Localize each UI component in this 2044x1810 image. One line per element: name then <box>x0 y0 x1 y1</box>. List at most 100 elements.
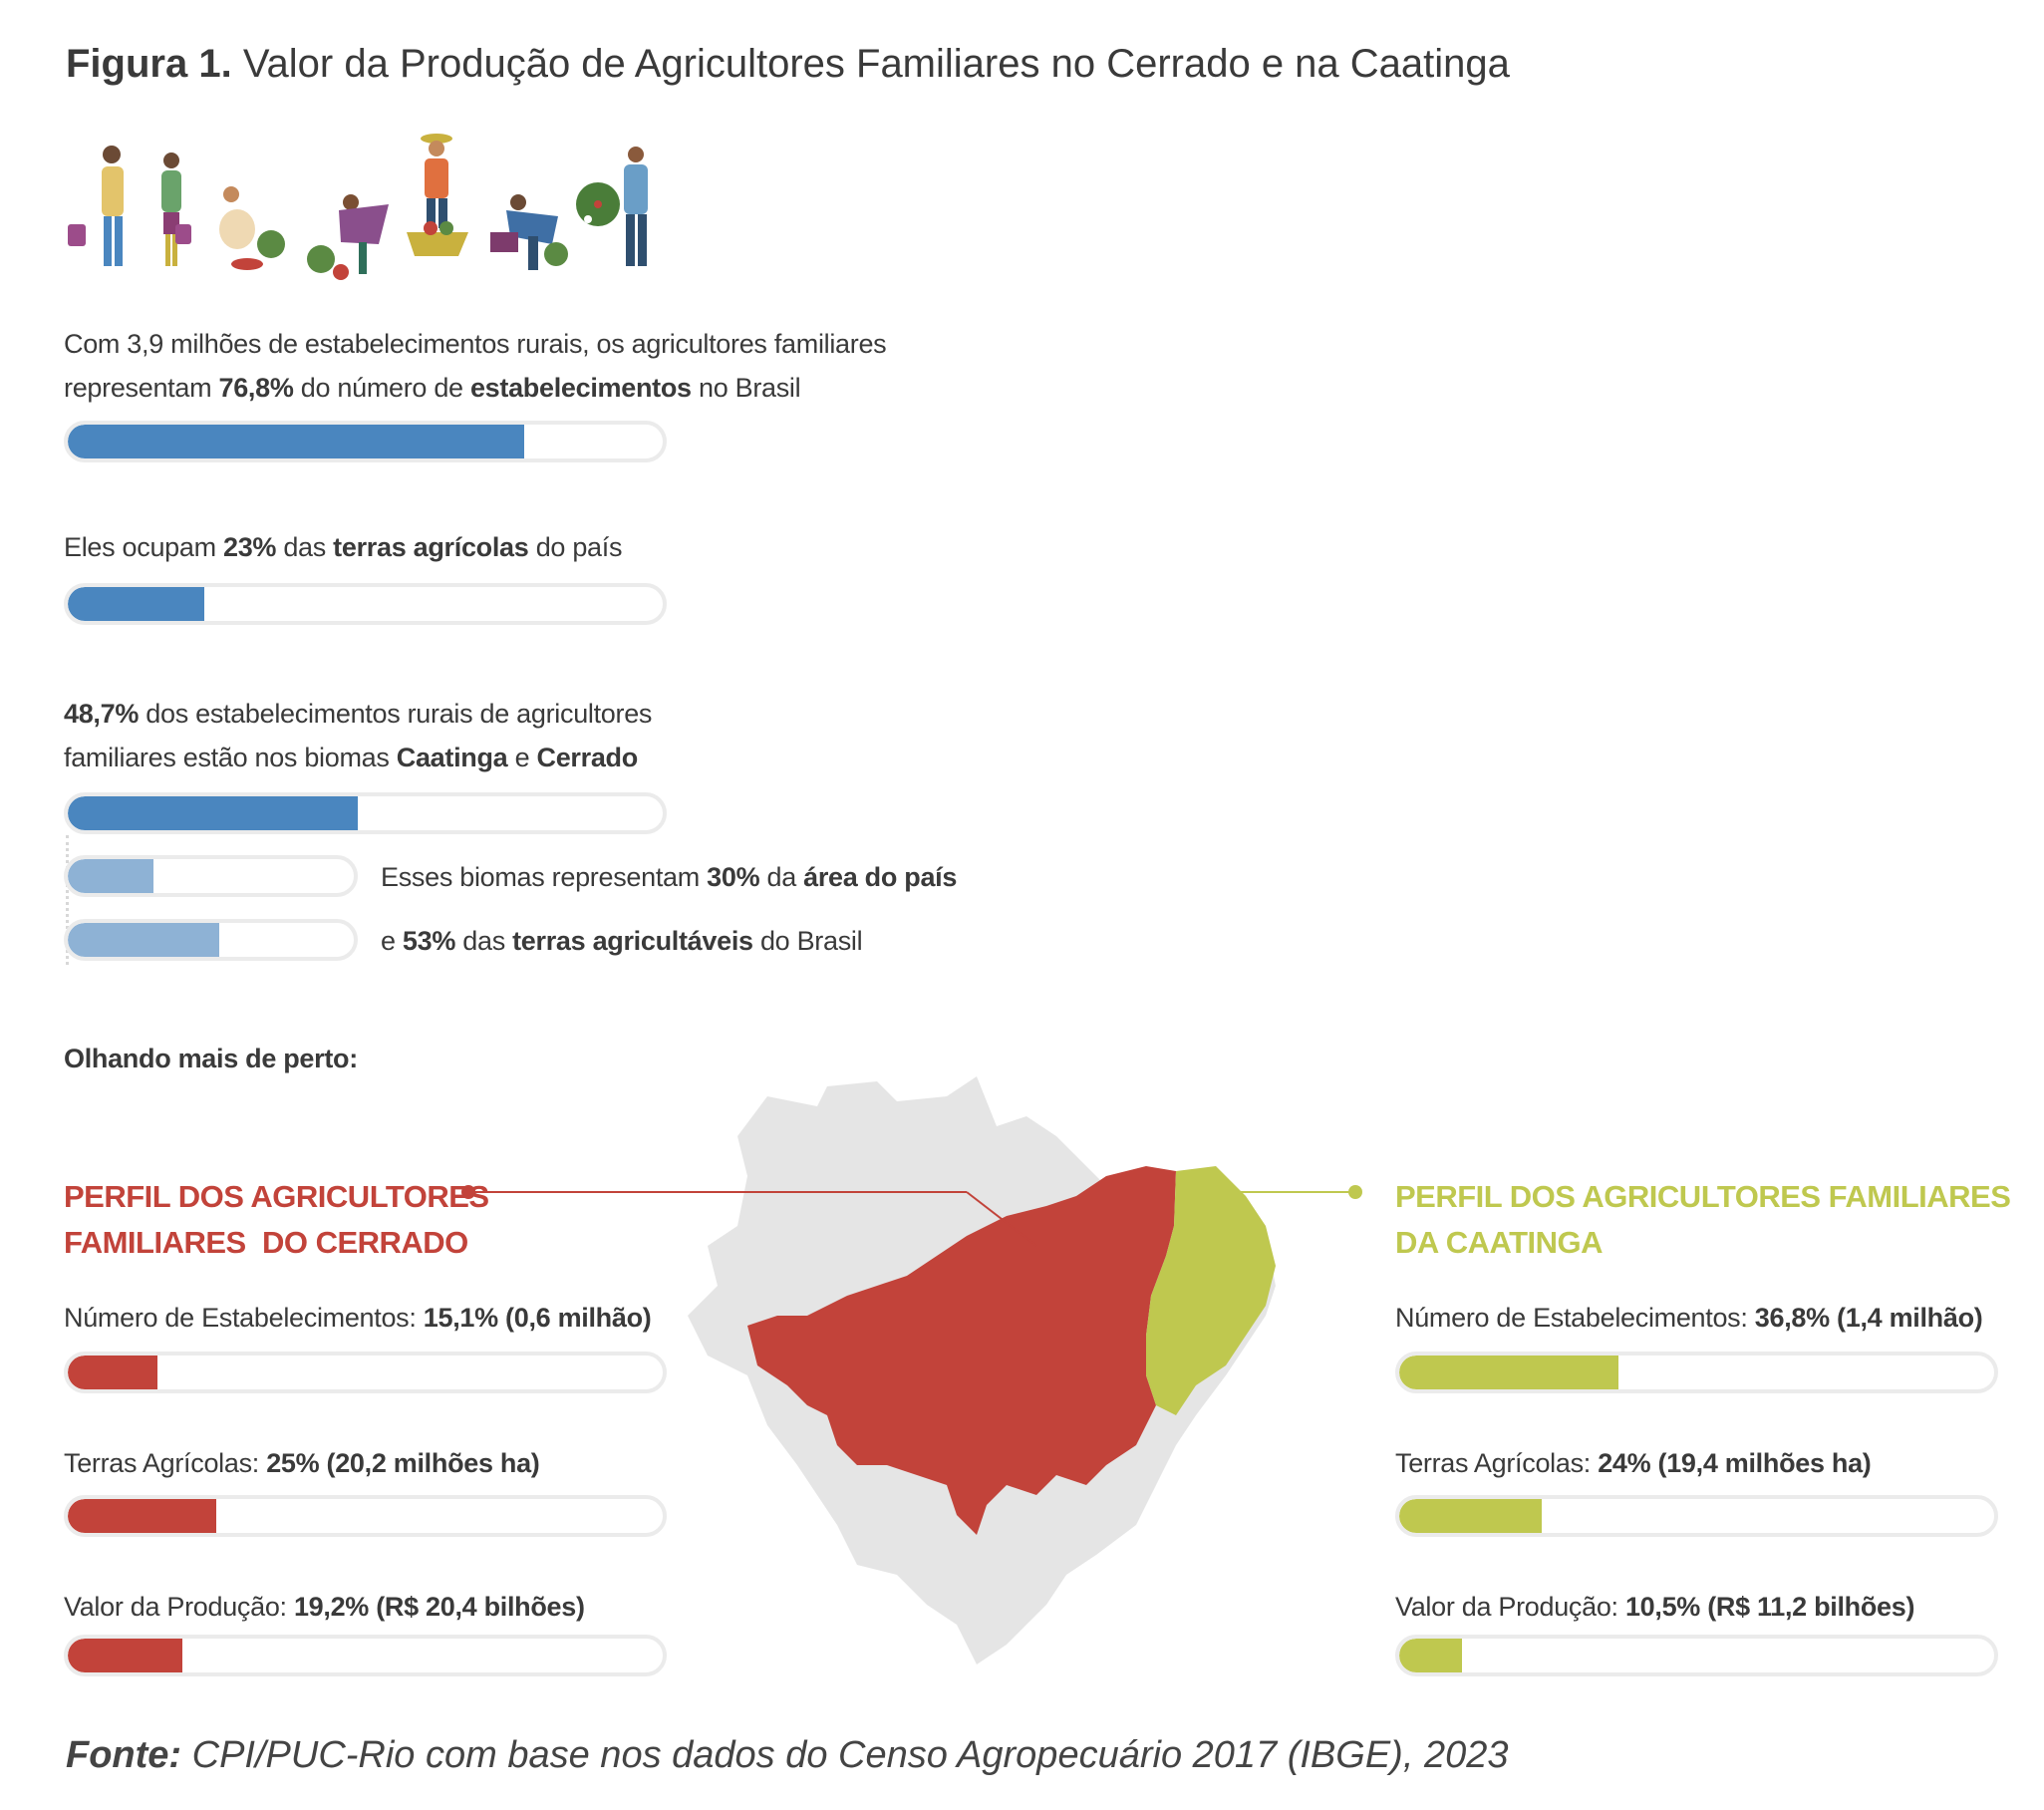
biome-caatinga: Caatinga <box>396 743 508 772</box>
text: das <box>455 926 513 956</box>
cerrado-heading: PERFIL DOS AGRICULTORES FAMILIARES DO CE… <box>64 1174 489 1266</box>
text: Esses biomas representam <box>381 862 708 892</box>
caatinga-bar <box>1395 1352 1998 1393</box>
cerrado-dot <box>461 1185 475 1199</box>
label: Terras Agrícolas: <box>64 1448 267 1478</box>
text: do número de <box>293 373 470 403</box>
value: 15,1% (0,6 milhão) <box>423 1303 652 1333</box>
text: da <box>759 862 804 892</box>
cerrado-bar-fill <box>68 1356 158 1389</box>
cerrado-heading-line2: FAMILIARES DO CERRADO <box>64 1225 468 1260</box>
figure-number: Figura 1. <box>66 42 232 86</box>
cerrado-row-label: Terras Agrícolas: 25% (20,2 milhões ha) <box>64 1441 540 1485</box>
caatinga-row-label: Terras Agrícolas: 24% (19,4 milhões ha) <box>1395 1441 1872 1485</box>
text: dos estabelecimentos rurais de agriculto… <box>139 699 653 729</box>
cerrado-bar-fill <box>68 1499 217 1533</box>
farmer-figure <box>219 186 285 270</box>
establishments-line1: Com 3,9 milhões de estabelecimentos rura… <box>64 329 887 359</box>
farmer-figure <box>407 134 468 256</box>
text: do país <box>528 532 623 562</box>
area-text: Esses biomas representam 30% da área do … <box>381 855 957 899</box>
text: no Brasil <box>691 373 801 403</box>
source-note: Fonte: CPI/PUC-Rio com base nos dados do… <box>66 1734 1509 1777</box>
text: e <box>507 743 537 772</box>
arable-bar <box>64 919 358 961</box>
pct: 76,8% <box>218 373 294 403</box>
brazil-map <box>688 1076 1276 1664</box>
farmer-figure <box>68 146 124 266</box>
cerrado-row-label: Valor da Produção: 19,2% (R$ 20,4 bilhõe… <box>64 1585 585 1629</box>
pct: 30% <box>707 862 760 892</box>
caatinga-bar-fill <box>1399 1499 1543 1533</box>
arable-bar-fill <box>68 923 220 957</box>
source-label: Fonte: <box>66 1734 182 1776</box>
label: Número de Estabelecimentos: <box>64 1303 424 1333</box>
value: 19,2% (R$ 20,4 bilhões) <box>293 1592 585 1622</box>
farmer-figure <box>161 152 191 266</box>
establishments-line2: representam 76,8% do número de estabelec… <box>64 366 886 410</box>
text: das <box>276 532 334 562</box>
figure-title-text: Valor da Produção de Agricultores Famili… <box>242 42 1510 86</box>
label: Terras Agrícolas: <box>1395 1448 1599 1478</box>
cerrado-row-label: Número de Estabelecimentos: 15,1% (0,6 m… <box>64 1296 652 1340</box>
cerrado-bar <box>64 1352 667 1393</box>
value: 24% (19,4 milhões ha) <box>1598 1448 1872 1478</box>
bold-term: terras agricultáveis <box>512 926 753 956</box>
pct: 53% <box>402 926 456 956</box>
farmers-illustration <box>68 134 648 280</box>
biomes-text: 48,7% dos estabelecimentos rurais de agr… <box>64 692 652 779</box>
farmer-figure <box>490 194 568 270</box>
land-text: Eles ocupam 23% das terras agrícolas do … <box>64 525 622 569</box>
bold-term: terras agrícolas <box>333 532 529 562</box>
arable-text: e 53% das terras agricultáveis do Brasil <box>381 919 863 963</box>
biomes-bar <box>64 792 667 834</box>
area-bar-fill <box>68 859 154 893</box>
caatinga-heading-line2: DA CAATINGA <box>1395 1225 1604 1260</box>
text: e <box>381 926 403 956</box>
caatinga-row-label: Número de Estabelecimentos: 36,8% (1,4 m… <box>1395 1296 1983 1340</box>
caatinga-heading-line1: PERFIL DOS AGRICULTORES FAMILIARES <box>1395 1179 2011 1214</box>
closer-look-heading: Olhando mais de perto: <box>64 1044 358 1073</box>
cerrado-connector-end <box>966 1191 1037 1247</box>
bold-term: área do país <box>803 862 958 892</box>
cerrado-bar-fill <box>68 1639 182 1672</box>
land-bar-fill <box>68 587 205 621</box>
biomes-bar-fill <box>68 796 358 830</box>
cerrado-heading-line1: PERFIL DOS AGRICULTORES <box>64 1179 489 1214</box>
source-text: CPI/PUC-Rio com base nos dados do Censo … <box>181 1734 1509 1776</box>
caatinga-bar-fill <box>1399 1356 1618 1389</box>
establishments-text: Com 3,9 milhões de estabelecimentos rura… <box>64 322 887 410</box>
connector-dots <box>66 835 69 965</box>
caatinga-region <box>1146 1166 1276 1415</box>
area-bar <box>64 855 358 897</box>
farmer-figure <box>576 147 648 266</box>
pct: 48,7% <box>64 699 140 729</box>
value: 10,5% (R$ 11,2 bilhões) <box>1624 1592 1915 1622</box>
caatinga-heading: PERFIL DOS AGRICULTORES FAMILIARES DA CA… <box>1395 1174 2011 1266</box>
biomes-line1: 48,7% dos estabelecimentos rurais de agr… <box>64 692 652 736</box>
value: 36,8% (1,4 milhão) <box>1754 1303 1983 1333</box>
caatinga-bar <box>1395 1635 1998 1676</box>
cerrado-bar <box>64 1495 667 1537</box>
biome-cerrado: Cerrado <box>536 743 639 772</box>
caatinga-row-label: Valor da Produção: 10,5% (R$ 11,2 bilhõe… <box>1395 1585 1914 1629</box>
text: Eles ocupam <box>64 532 223 562</box>
figure-title: Figura 1. Valor da Produção de Agriculto… <box>66 42 1510 87</box>
label: Número de Estabelecimentos: <box>1395 1303 1755 1333</box>
land-bar <box>64 583 667 625</box>
caatinga-bar <box>1395 1495 1998 1537</box>
establishments-bar <box>64 421 667 462</box>
text: do Brasil <box>752 926 863 956</box>
label: Valor da Produção: <box>1395 1592 1625 1622</box>
bold-term: estabelecimentos <box>469 373 692 403</box>
pct: 23% <box>222 532 277 562</box>
value: 25% (20,2 milhões ha) <box>266 1448 540 1478</box>
caatinga-bar-fill <box>1399 1639 1462 1672</box>
farmer-figure <box>307 194 389 280</box>
text: familiares estão nos biomas <box>64 743 397 772</box>
caatinga-dot <box>1348 1185 1362 1199</box>
cerrado-region <box>747 1166 1176 1535</box>
establishments-bar-fill <box>68 425 525 458</box>
text: representam <box>64 373 219 403</box>
